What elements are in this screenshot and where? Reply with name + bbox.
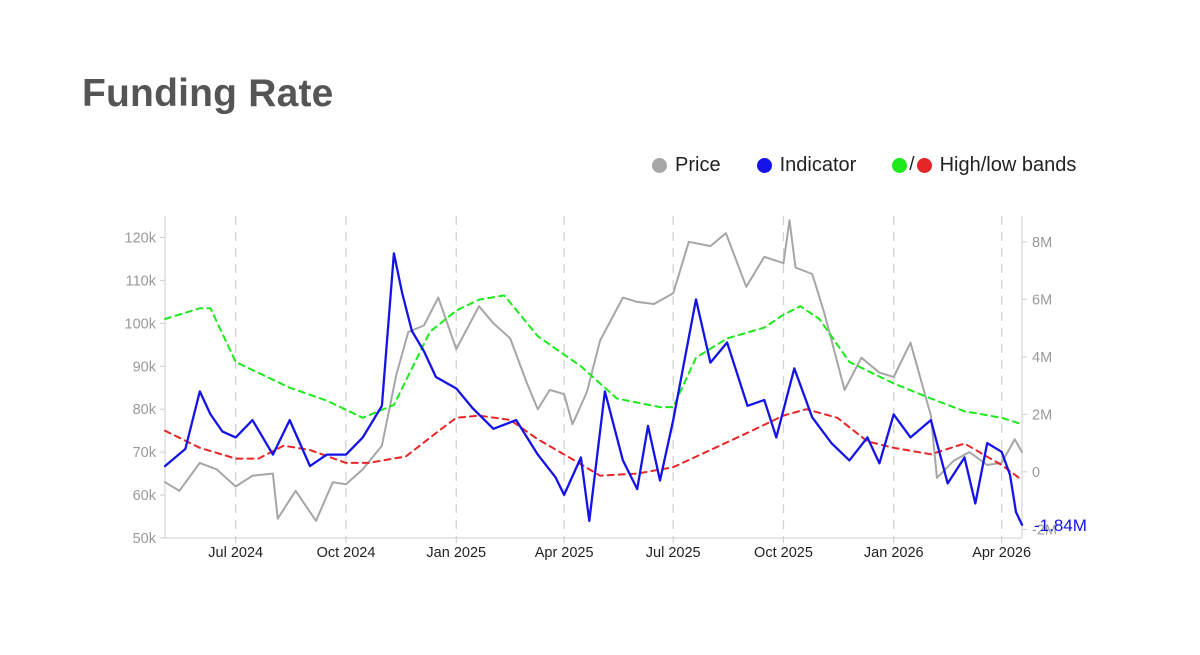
y-right-tick-label: 8M xyxy=(1032,235,1052,251)
legend-slash: / xyxy=(909,154,915,175)
axis-layer: Jul 2024 Oct 2024 Jan 2025 Apr 2025 Jul 2025… xyxy=(125,216,1057,561)
legend-label-indicator: Indicator xyxy=(779,153,857,176)
y-left-tick-label: 100k xyxy=(125,316,157,332)
chart-title: Funding Rate xyxy=(82,72,334,115)
legend-label-price: Price xyxy=(675,153,721,176)
y-right-tick-label: -2M xyxy=(1032,522,1057,538)
y-left-tick-label: 60k xyxy=(133,488,157,504)
x-tick-label: Oct 2024 xyxy=(317,545,376,561)
y-left-tick-label: 90k xyxy=(133,359,157,375)
indicator-last-value-label: -1.84M xyxy=(1034,516,1087,535)
x-tick-label: Jul 2024 xyxy=(208,545,263,561)
y-left-tick-label: 80k xyxy=(133,402,157,418)
grid-layer xyxy=(235,216,1003,538)
chart-legend: Price Indicator / High/low bands xyxy=(652,152,1122,178)
x-tick-label: Jul 2025 xyxy=(646,545,701,561)
high-band-legend-dot-icon xyxy=(892,157,908,173)
x-tick-label: Apr 2026 xyxy=(972,545,1031,561)
legend-item-price: Price xyxy=(652,154,721,177)
y-left-tick-label: 70k xyxy=(133,445,157,461)
series-layer xyxy=(163,219,1024,526)
y-right-tick-label: 2M xyxy=(1032,407,1052,423)
price-legend-dot-icon xyxy=(652,157,667,173)
indicator-legend-dot-icon xyxy=(756,157,772,173)
legend-label-bands: High/low bands xyxy=(939,153,1077,176)
y-right-tick-label: 4M xyxy=(1032,350,1052,366)
x-tick-label: Jan 2025 xyxy=(426,545,486,561)
legend-item-bands: / High/low bands xyxy=(892,154,1076,177)
low-band-legend-dot-icon xyxy=(916,157,932,173)
label-layer: -1.84M xyxy=(1034,516,1087,535)
price-line xyxy=(164,219,1023,522)
y-left-tick-label: 110k xyxy=(126,273,157,289)
y-left-tick-label: 50k xyxy=(133,531,157,547)
x-tick-label: Apr 2025 xyxy=(535,545,594,561)
y-left-tick-label: 120k xyxy=(125,230,157,246)
x-tick-label: Oct 2025 xyxy=(754,545,813,561)
legend-item-indicator: Indicator xyxy=(756,153,857,177)
x-tick-label: Jan 2026 xyxy=(864,545,924,561)
high-band-line xyxy=(164,294,1023,426)
y-right-tick-label: 6M xyxy=(1032,292,1052,308)
y-right-tick-label: 0 xyxy=(1032,465,1040,481)
indicator-line xyxy=(163,252,1024,526)
